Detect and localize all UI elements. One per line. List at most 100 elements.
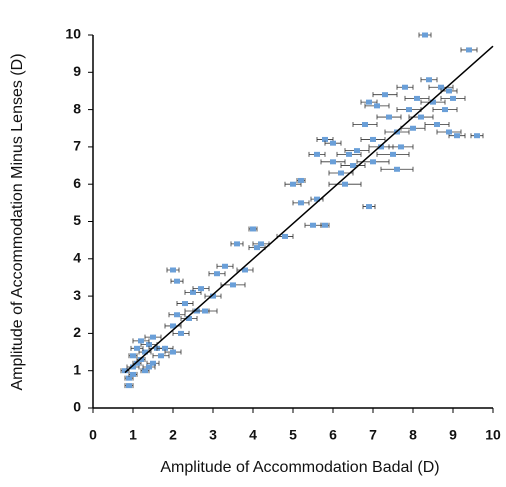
y-tick-label: 1 <box>73 361 81 377</box>
point <box>138 338 144 344</box>
point <box>162 345 168 351</box>
point <box>406 107 412 113</box>
point <box>426 77 432 83</box>
point <box>330 140 336 146</box>
point <box>322 136 328 142</box>
x-tick-label: 4 <box>249 427 257 443</box>
point <box>134 345 140 351</box>
point <box>242 267 248 273</box>
point <box>450 95 456 101</box>
point <box>138 357 144 363</box>
point <box>398 144 404 150</box>
point <box>258 241 264 247</box>
point <box>366 204 372 210</box>
point <box>386 114 392 120</box>
point <box>158 353 164 359</box>
point <box>126 375 132 381</box>
point <box>146 342 152 348</box>
y-tick-label: 10 <box>65 26 81 42</box>
point <box>474 133 480 139</box>
point <box>174 278 180 284</box>
point <box>298 200 304 206</box>
y-tick-label: 3 <box>73 287 81 303</box>
y-axis-label: Amplitude of Accommodation Minus Lenses … <box>9 53 26 390</box>
point <box>170 349 176 355</box>
x-tick-label: 10 <box>485 427 501 443</box>
point <box>346 151 352 157</box>
point <box>394 166 400 172</box>
point <box>198 286 204 292</box>
point <box>210 293 216 299</box>
x-tick-label: 8 <box>409 427 417 443</box>
x-tick-label: 7 <box>369 427 377 443</box>
point <box>370 136 376 142</box>
point <box>250 226 256 232</box>
y-tick-label: 5 <box>73 212 81 228</box>
y-tick-label: 9 <box>73 63 81 79</box>
point <box>418 114 424 120</box>
point <box>202 308 208 314</box>
point <box>150 334 156 340</box>
x-tick-label: 6 <box>329 427 337 443</box>
point <box>338 170 344 176</box>
point <box>282 233 288 239</box>
point <box>134 360 140 366</box>
y-tick-label: 7 <box>73 138 81 154</box>
point <box>330 159 336 165</box>
point <box>150 360 156 366</box>
point <box>298 177 304 183</box>
point <box>130 353 136 359</box>
x-axis-label: Amplitude of Accommodation Badal (D) <box>160 459 439 476</box>
point <box>342 181 348 187</box>
point <box>142 368 148 374</box>
y-tick-label: 8 <box>73 100 81 116</box>
point <box>230 282 236 288</box>
point <box>366 99 372 105</box>
point <box>390 151 396 157</box>
point <box>382 92 388 98</box>
x-tick-label: 3 <box>209 427 217 443</box>
point <box>234 241 240 247</box>
y-tick-label: 4 <box>73 250 81 266</box>
point <box>430 99 436 105</box>
x-tick-label: 2 <box>169 427 177 443</box>
point <box>446 129 452 135</box>
point <box>126 383 132 389</box>
point <box>314 151 320 157</box>
x-tick-label: 9 <box>449 427 457 443</box>
point <box>174 312 180 318</box>
point <box>350 163 356 169</box>
point <box>170 267 176 273</box>
x-tick-label: 0 <box>89 427 97 443</box>
point <box>130 371 136 377</box>
point <box>186 315 192 321</box>
point <box>182 301 188 307</box>
point <box>314 196 320 202</box>
point <box>454 133 460 139</box>
point <box>146 364 152 370</box>
point <box>214 271 220 277</box>
point <box>222 263 228 269</box>
point <box>142 349 148 355</box>
point <box>170 323 176 329</box>
point <box>322 222 328 228</box>
point <box>290 181 296 187</box>
y-tick-label: 6 <box>73 175 81 191</box>
x-tick-label: 5 <box>289 427 297 443</box>
point <box>122 368 128 374</box>
point <box>402 84 408 90</box>
point <box>310 222 316 228</box>
point <box>438 84 444 90</box>
point <box>130 364 136 370</box>
y-tick-label: 2 <box>73 324 81 340</box>
point <box>362 122 368 128</box>
point <box>410 125 416 131</box>
point <box>422 32 428 38</box>
point <box>190 289 196 295</box>
point <box>374 103 380 109</box>
point <box>414 95 420 101</box>
point <box>354 148 360 154</box>
point <box>370 159 376 165</box>
y-tick-label: 0 <box>73 399 81 415</box>
